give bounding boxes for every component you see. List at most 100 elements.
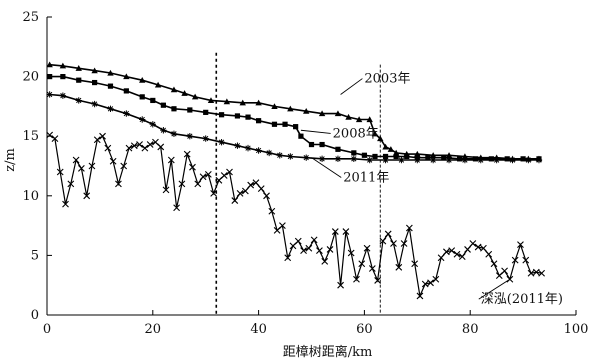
reference-lines <box>215 52 381 315</box>
triangle-marker <box>139 76 146 83</box>
x-marker <box>210 190 218 197</box>
asterisk-marker <box>366 156 373 164</box>
square-marker <box>160 102 166 108</box>
asterisk-marker <box>535 156 543 164</box>
asterisk-marker <box>461 156 469 164</box>
x-marker <box>93 136 101 144</box>
x-marker <box>67 180 75 188</box>
triangle-marker <box>207 97 215 103</box>
x-marker <box>120 162 128 170</box>
square-marker <box>298 133 304 139</box>
asterisk-marker <box>382 156 389 164</box>
triangle-marker <box>318 110 326 117</box>
x-marker <box>56 168 64 176</box>
x-marker <box>416 292 424 300</box>
square-marker <box>393 153 399 160</box>
asterisk-marker <box>107 105 114 112</box>
square-marker <box>123 88 129 94</box>
series-layer <box>46 61 546 300</box>
x-marker <box>490 260 498 268</box>
x-marker <box>379 237 387 245</box>
x-marker <box>390 240 397 247</box>
asterisk-marker <box>525 156 532 164</box>
annotation-leader <box>340 78 363 95</box>
square-marker <box>404 153 410 160</box>
square-marker <box>245 114 251 120</box>
x-marker <box>220 172 228 179</box>
series-line <box>49 75 539 160</box>
x-marker <box>294 237 302 245</box>
x-marker <box>501 267 508 275</box>
y-axis-label: z/m <box>3 148 18 172</box>
x-marker <box>252 179 260 187</box>
x-marker <box>421 280 429 288</box>
x-marker <box>125 144 133 152</box>
x-marker <box>88 162 96 170</box>
x-marker <box>152 138 159 146</box>
y-tick-label: 10 <box>22 189 39 204</box>
x-marker <box>115 180 122 188</box>
asterisk-marker <box>160 127 167 134</box>
asterisk-marker <box>170 130 178 138</box>
square-marker <box>171 106 177 112</box>
x-tick-label: 80 <box>462 322 479 337</box>
triangle-marker <box>377 135 384 142</box>
triangle-marker <box>181 90 188 96</box>
square-marker <box>150 97 156 104</box>
x-marker <box>474 243 482 251</box>
x-marker <box>437 254 445 262</box>
annotation-label: 深泓(2011年) <box>481 292 563 307</box>
x-marker <box>358 260 366 268</box>
asterisk-marker <box>276 152 283 159</box>
asterisk-marker <box>318 155 326 163</box>
triangle-marker <box>303 107 310 114</box>
x-marker <box>46 131 54 139</box>
square-marker <box>271 121 278 127</box>
x-marker <box>363 244 371 252</box>
square-marker <box>47 74 53 80</box>
x-marker <box>495 272 503 280</box>
triangle-marker <box>91 67 98 74</box>
triangle-marker <box>154 81 162 88</box>
x-marker <box>427 279 434 287</box>
x-marker <box>432 275 440 283</box>
x-marker <box>331 228 339 235</box>
x-marker <box>284 254 292 262</box>
x-marker <box>337 281 344 289</box>
square-marker <box>308 141 315 148</box>
x-marker <box>173 204 180 212</box>
square-marker <box>472 156 479 162</box>
series-line <box>49 63 539 160</box>
square-marker <box>372 153 378 160</box>
x-marker <box>443 248 450 256</box>
asterisk-marker <box>139 116 146 123</box>
x-marker <box>342 228 350 235</box>
x-marker <box>62 200 69 208</box>
x-marker <box>99 132 106 140</box>
x-marker <box>257 185 265 193</box>
triangle-marker <box>107 69 114 76</box>
x-marker <box>400 240 408 247</box>
x-marker <box>289 242 297 250</box>
square-marker <box>382 153 389 160</box>
x-tick-label: 100 <box>564 322 589 337</box>
x-marker <box>395 263 403 271</box>
square-marker <box>488 156 494 162</box>
triangle-marker <box>387 146 395 152</box>
triangle-marker <box>355 116 363 123</box>
x-marker <box>316 247 323 255</box>
x-marker <box>527 269 535 277</box>
triangle-marker <box>255 99 262 106</box>
asterisk-marker <box>123 110 130 117</box>
x-tick-label: 60 <box>356 322 373 337</box>
square-marker <box>218 112 225 118</box>
x-marker <box>263 192 270 200</box>
x-marker <box>522 256 530 264</box>
x-marker <box>236 190 244 197</box>
x-marker <box>538 269 546 277</box>
axis-labels: 距樟树距离/km z/m <box>3 148 372 360</box>
asterisk-marker <box>509 156 516 164</box>
square-marker <box>187 107 193 113</box>
x-marker <box>136 141 143 148</box>
x-marker <box>273 226 281 234</box>
